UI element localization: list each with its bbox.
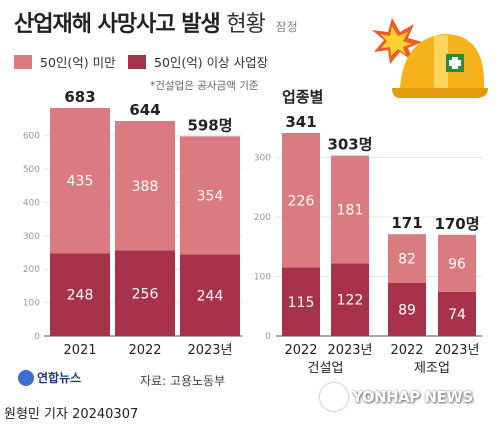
y-tick-label: 300 (254, 153, 271, 163)
data-label-over50: 244 (197, 288, 224, 304)
data-label-over50: 115 (288, 295, 315, 311)
y-tick-label: 200 (23, 265, 40, 275)
total-label: 644 (129, 101, 160, 119)
bar-segment-over50 (282, 267, 320, 336)
sector-heading: 업종별 (282, 88, 324, 106)
y-tick-label: 100 (254, 272, 271, 282)
x-tick-label: 2022 (390, 343, 423, 358)
total-label: 341 (285, 113, 316, 131)
bar-segment-under50 (50, 108, 110, 254)
x-tick-label: 2022 (284, 343, 317, 358)
data-label-under50: 388 (132, 179, 159, 195)
chart-title: 산업재해 사망사고 발생 현황 잠정 (14, 6, 298, 38)
footnote: *건설업은 공사금액 기준 (150, 80, 259, 92)
title-light: 현황 (226, 12, 265, 37)
byline: 원형민 기자 20240307 (4, 407, 139, 422)
bar-segment-over50 (50, 253, 110, 336)
title-sub: 잠정 (275, 20, 298, 34)
legend-item-over50: 50인(억) 이상 사업장 (128, 52, 268, 71)
watermark-ring-icon (320, 383, 348, 411)
bar-segment-under50 (115, 121, 175, 251)
source-text: 자료: 고용노동부 (140, 374, 226, 388)
group-label: 건설업 (308, 361, 344, 376)
x-tick-label: 2021 (63, 343, 96, 358)
total-label: 683 (64, 88, 95, 106)
x-tick-label: 2023년 (187, 343, 232, 358)
y-tick-label: 200 (254, 213, 271, 223)
title-main: 산업재해 사망사고 발생 (14, 12, 221, 37)
bar-segment-over50 (438, 291, 476, 336)
bar-segment-under50 (438, 234, 476, 292)
data-label-over50: 256 (132, 286, 159, 302)
data-label-under50: 435 (67, 174, 94, 190)
data-label-under50: 82 (398, 252, 416, 268)
bar-segment-under50 (180, 136, 240, 255)
bar-segment-over50 (388, 283, 426, 336)
x-tick-label: 2022 (128, 343, 161, 358)
bar-segment-under50 (282, 133, 320, 268)
legend-label-under50: 50인(억) 미만 (40, 55, 116, 70)
legend-label-over50: 50인(억) 이상 사업장 (154, 55, 269, 70)
bar-segment-under50 (388, 234, 426, 284)
y-tick-label: 600 (23, 132, 40, 142)
y-tick-label: 100 (23, 299, 40, 309)
total-label: 303명 (327, 136, 372, 154)
y-tick-label: 500 (23, 165, 40, 175)
watermark: YONHAP NEWS (320, 383, 473, 411)
data-label-over50: 122 (337, 293, 364, 309)
bar-segment-under50 (331, 155, 369, 264)
data-label-under50: 181 (337, 202, 364, 218)
globe-icon (18, 369, 34, 386)
safety-helmet-icon (372, 18, 488, 98)
bar-segment-over50 (331, 263, 369, 336)
bar-segment-over50 (115, 250, 175, 336)
x-tick-label: 2023년 (327, 343, 372, 358)
data-label-over50: 74 (448, 307, 466, 323)
right-chart: 0 100 200 300 115 226 341 2022 122 181 303명 2023년 89… (254, 113, 482, 376)
group-label: 제조업 (414, 361, 450, 376)
total-label: 598명 (187, 116, 232, 134)
bar-segment-over50 (180, 254, 240, 336)
legend-swatch-under50 (14, 54, 32, 69)
data-label-under50: 96 (448, 256, 466, 272)
total-label: 170명 (434, 215, 479, 233)
data-label-over50: 89 (398, 303, 416, 319)
left-chart: 0 100 200 300 400 500 600 248 435 683 2021 256 388 64… (23, 88, 242, 358)
yonhap-logo: 연합뉴스 (18, 369, 81, 386)
total-label: 171 (391, 214, 422, 232)
watermark-text: YONHAP NEWS (352, 388, 473, 406)
data-label-over50: 248 (67, 288, 94, 304)
legend-swatch-over50 (128, 54, 146, 69)
x-tick-label: 2023년 (434, 343, 479, 358)
logo-text: 연합뉴스 (37, 371, 82, 385)
legend-item-under50: 50인(억) 미만 (14, 52, 116, 71)
y-tick-label: 0 (265, 332, 271, 342)
y-tick-label: 0 (34, 332, 40, 342)
y-tick-label: 400 (23, 198, 40, 208)
data-label-under50: 226 (288, 193, 315, 209)
data-label-under50: 354 (197, 188, 224, 204)
y-tick-label: 300 (23, 232, 40, 242)
